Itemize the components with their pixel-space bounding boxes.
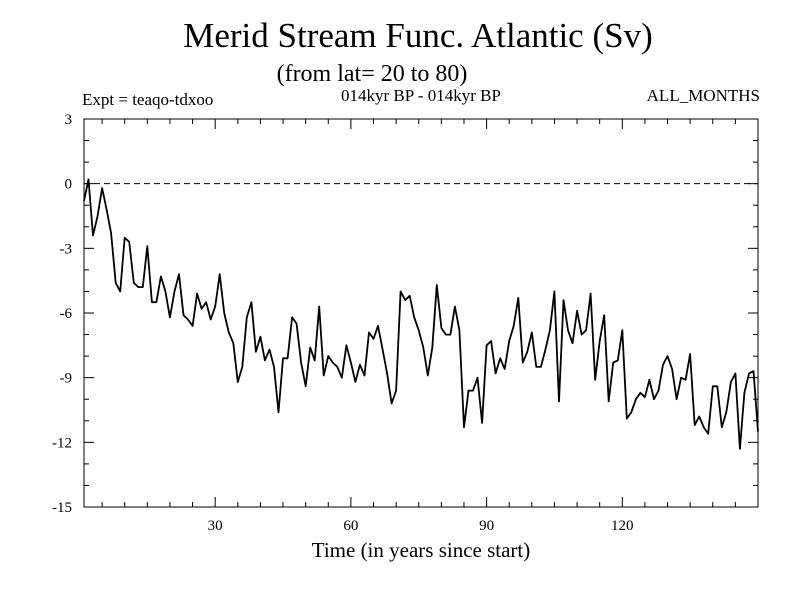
y-tick-label: -6 — [60, 306, 73, 322]
major-ticks — [84, 118, 758, 508]
experiment-label: Expt = teaqo-tdxoo — [82, 90, 214, 109]
x-tick-label: 30 — [208, 518, 223, 534]
x-tick-label: 90 — [479, 518, 494, 534]
plot-frame — [83, 118, 759, 508]
y-tick-label: -12 — [52, 435, 72, 451]
x-tick-label: 60 — [343, 518, 358, 534]
y-tick-label: -15 — [52, 500, 72, 516]
y-tick-label: -9 — [60, 371, 73, 387]
y-tick-label: 3 — [65, 112, 73, 128]
minor-ticks — [84, 119, 758, 507]
y-tick-label: 0 — [65, 177, 73, 193]
y-tick-label: -3 — [60, 241, 73, 257]
x-axis-label: Time (in years since start) — [311, 538, 531, 562]
data-series-line — [83, 178, 759, 450]
period-label: 014kyr BP - 014kyr BP — [341, 86, 501, 105]
x-tick-label: 120 — [611, 518, 634, 534]
chart-title: Merid Stream Func. Atlantic (Sv) — [183, 16, 653, 55]
chart-subtitle: (from lat= 20 to 80) — [276, 61, 468, 87]
months-label: ALL_MONTHS — [646, 86, 760, 105]
